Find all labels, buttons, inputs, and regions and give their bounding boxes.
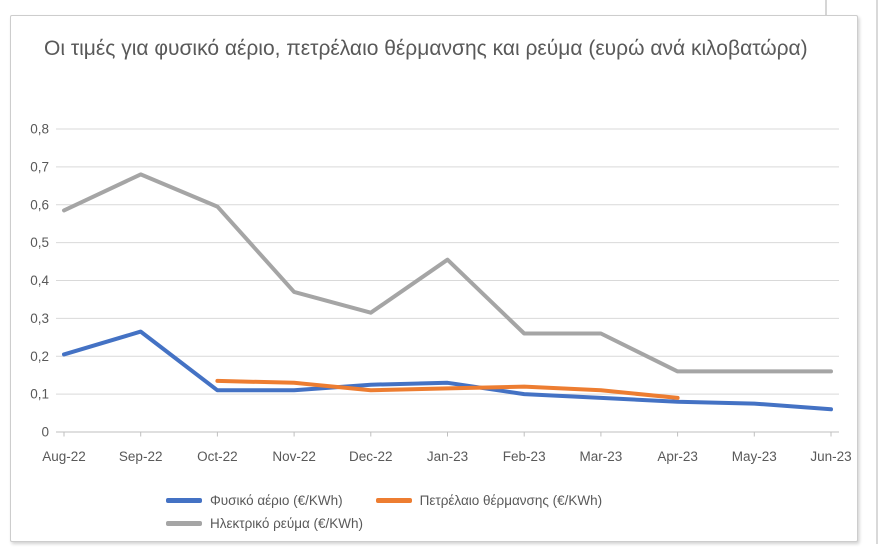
x-axis-tick-label: Sep-22 <box>119 449 163 464</box>
y-axis-tick-label: 0,1 <box>30 387 49 402</box>
series-line-electricity[interactable] <box>62 172 833 374</box>
series-line-natural-gas[interactable] <box>62 329 833 412</box>
x-axis-tick-label: Feb-23 <box>503 449 546 464</box>
legend-label: Πετρέλαιο θέρμανσης (€/KWh) <box>419 493 603 508</box>
legend-label: Ηλεκτρικό ρεύμα (€/KWh) <box>210 516 364 531</box>
legend-item-electricity[interactable]: Ηλεκτρικό ρεύμα (€/KWh) <box>166 516 363 531</box>
spreadsheet-gridline-right <box>876 0 878 544</box>
legend-item-heating-oil[interactable]: Πετρέλαιο θέρμανσης (€/KWh) <box>375 493 603 508</box>
y-axis-tick-label: 0 <box>41 425 49 440</box>
y-axis-tick-label: 0,8 <box>30 122 49 137</box>
x-axis-tick-label: Jun-23 <box>810 449 851 464</box>
y-axis-tick-label: 0,2 <box>30 349 49 364</box>
legend-row: Φυσικό αέριο (€/KWh) Πετρέλαιο θέρμανσης … <box>166 489 635 512</box>
y-axis-tick-label: 0,7 <box>30 159 49 174</box>
y-axis-tick-label: 0,4 <box>30 273 49 288</box>
legend-item-natural-gas[interactable]: Φυσικό αέριο (€/KWh) <box>166 493 343 508</box>
chart-object[interactable]: Οι τιμές για φυσικό αέριο, πετρέλαιο θέρ… <box>10 15 858 542</box>
chart-title: Οι τιμές για φυσικό αέριο, πετρέλαιο θέρ… <box>44 37 808 60</box>
x-axis-tick-label: Nov-22 <box>272 449 316 464</box>
y-axis-tick-label: 0,6 <box>30 197 49 212</box>
x-axis-tick-label: May-23 <box>732 449 777 464</box>
legend-label: Φυσικό αέριο (€/KWh) <box>210 493 343 508</box>
y-axis-tick-label: 0,5 <box>30 235 49 250</box>
legend-key-electricity <box>166 521 202 526</box>
x-axis-tick-label: Apr-23 <box>657 449 698 464</box>
x-axis-tick-label: Mar-23 <box>580 449 623 464</box>
series-line-heating-oil[interactable] <box>215 378 680 400</box>
spreadsheet-gridline-top <box>825 0 827 16</box>
legend-row: Ηλεκτρικό ρεύμα (€/KWh) <box>166 512 635 535</box>
legend-key-heating-oil <box>375 498 412 503</box>
y-axis-tick-label: 0,3 <box>30 311 49 326</box>
plot-area: 0 0,1 0,2 0,3 0,4 0,5 0,6 0,7 0,8 Aug-22 Sep-22 Oct… <box>30 122 851 465</box>
x-axis-tick-label: Aug-22 <box>42 449 86 464</box>
chart-legend: Φυσικό αέριο (€/KWh) Πετρέλαιο θέρμανσης … <box>166 489 635 535</box>
legend-key-natural-gas <box>166 498 202 503</box>
x-axis-tick-label: Jan-23 <box>427 449 468 464</box>
x-axis-tick-label: Dec-22 <box>349 449 393 464</box>
x-axis-tick-label: Oct-22 <box>197 449 238 464</box>
